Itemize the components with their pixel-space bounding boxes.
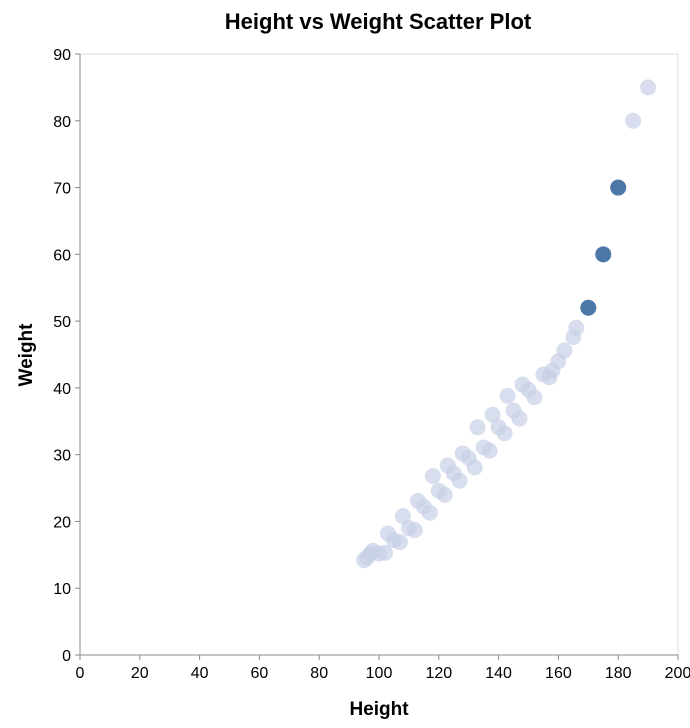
data-point [406, 522, 423, 539]
x-tick-label: 140 [485, 665, 512, 682]
x-tick-label: 120 [425, 665, 452, 682]
data-point [451, 472, 468, 489]
x-tick-label: 60 [251, 665, 269, 682]
data-point [640, 79, 657, 96]
y-tick-label: 70 [53, 181, 71, 198]
data-point [436, 486, 453, 503]
x-tick-label: 40 [191, 665, 209, 682]
data-point [391, 534, 408, 551]
highlighted-data-point [595, 246, 612, 263]
data-point [481, 442, 498, 459]
data-point [496, 425, 513, 442]
x-axis-title: Height [349, 699, 409, 720]
data-point [499, 387, 516, 404]
y-tick-label: 60 [53, 247, 71, 264]
y-tick-label: 40 [53, 381, 71, 398]
y-tick-label: 0 [62, 648, 71, 665]
data-point [484, 406, 501, 423]
y-tick-label: 10 [53, 581, 71, 598]
y-axis-ticks: 0 10 20 30 40 50 60 70 80 90 [53, 47, 80, 665]
data-point [625, 112, 642, 129]
data-point [466, 459, 483, 476]
data-point [376, 544, 393, 561]
y-tick-label: 30 [53, 448, 71, 465]
chart-title: Height vs Weight Scatter Plot [225, 9, 532, 34]
plot-frame [79, 53, 679, 656]
data-point [424, 468, 441, 485]
x-tick-label: 100 [366, 665, 393, 682]
x-tick-label: 0 [76, 665, 85, 682]
highlighted-data-point [580, 299, 597, 316]
data-point [469, 419, 486, 436]
y-tick-label: 20 [53, 514, 71, 531]
data-point [526, 389, 543, 406]
x-tick-label: 200 [665, 665, 690, 682]
x-tick-label: 180 [605, 665, 632, 682]
data-point [568, 319, 585, 336]
x-tick-label: 20 [131, 665, 149, 682]
x-axis-ticks: 0 20 40 60 80 100 120 140 160 180 200 [76, 655, 690, 682]
highlighted-data-point [610, 179, 627, 196]
y-tick-label: 90 [53, 47, 71, 64]
x-tick-label: 160 [545, 665, 572, 682]
x-tick-label: 80 [310, 665, 328, 682]
data-point [394, 508, 411, 525]
y-axis-title: Weight [16, 323, 37, 387]
points-layer [356, 79, 657, 569]
y-tick-label: 80 [53, 114, 71, 131]
data-point [556, 342, 573, 359]
data-point [511, 410, 528, 427]
data-point [421, 504, 438, 521]
y-tick-label: 50 [53, 314, 71, 331]
